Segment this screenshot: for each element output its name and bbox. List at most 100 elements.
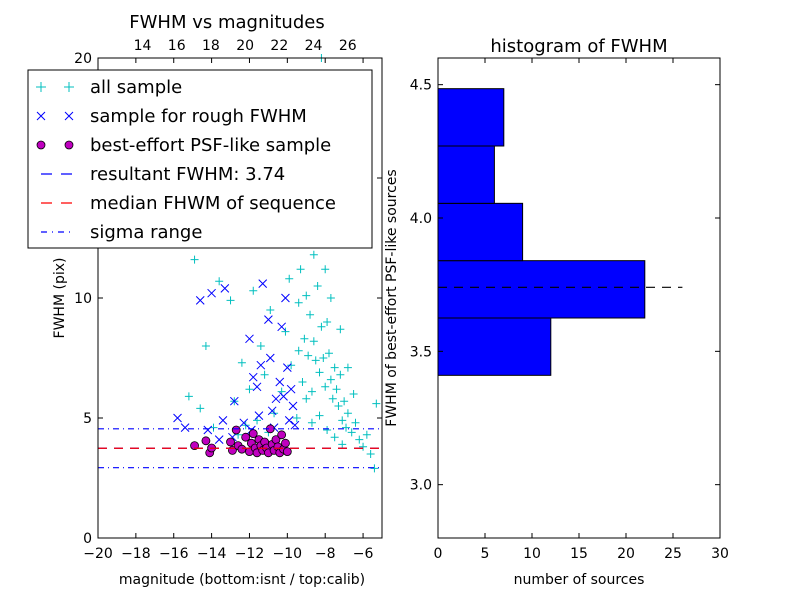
point-rough-fwhm	[275, 377, 285, 387]
point-all-sample	[332, 385, 341, 394]
point-all-sample	[190, 255, 199, 264]
point-rough-fwhm	[279, 392, 288, 401]
point-psf-like	[282, 447, 292, 457]
point-all-sample	[366, 450, 375, 458]
x-tick-label: 30	[711, 546, 729, 562]
point-rough-fwhm	[265, 353, 275, 363]
point-all-sample	[201, 342, 210, 350]
point-all-sample	[260, 370, 269, 379]
point-all-sample	[342, 423, 351, 432]
series-2	[190, 424, 292, 458]
point-rough-fwhm	[277, 322, 287, 332]
point-all-sample	[307, 418, 316, 427]
point-psf-like	[231, 425, 241, 435]
point-all-sample	[245, 385, 254, 394]
point-all-sample	[330, 433, 339, 442]
point-rough-fwhm	[288, 401, 298, 411]
legend-entry-psf-like: best-effort PSF-like sample	[36, 135, 331, 156]
point-psf-like	[201, 436, 211, 446]
point-rough-fwhm	[180, 423, 190, 432]
legend-marker-circle	[64, 140, 74, 150]
point-rough-fwhm	[286, 384, 296, 394]
point-psf-like	[226, 437, 235, 447]
scatter-points	[173, 54, 381, 473]
point-all-sample	[226, 296, 235, 305]
legend-label-all-sample: all sample	[90, 77, 182, 98]
point-all-sample	[370, 464, 379, 473]
scatter-reference-lines	[98, 428, 382, 469]
y-tick-label: 3.0	[410, 478, 432, 494]
point-rough-fwhm	[254, 411, 264, 420]
point-all-sample	[324, 349, 333, 358]
x-tick-label: 10	[523, 546, 541, 562]
histogram-bar	[437, 145, 495, 204]
point-rough-fwhm	[256, 360, 266, 370]
point-all-sample	[336, 370, 345, 379]
y-tick-label: 10	[74, 291, 92, 307]
histogram-title: histogram of FWHM	[490, 36, 667, 57]
legend-label-sigma-range: sigma range	[90, 222, 202, 243]
point-all-sample	[294, 298, 303, 307]
point-all-sample	[340, 397, 349, 406]
point-all-sample	[302, 291, 311, 300]
x-tick-label: 15	[570, 546, 588, 562]
x-tick-label: −16	[159, 546, 189, 562]
x-tick-label: 5	[481, 546, 490, 562]
point-all-sample	[349, 390, 358, 398]
point-all-sample	[196, 404, 205, 413]
point-rough-fwhm	[229, 396, 239, 406]
point-rough-fwhm	[284, 416, 294, 425]
legend-entry-median-fwhm: median FHWM of sequence	[41, 193, 336, 214]
legend-box	[27, 69, 373, 249]
point-all-sample	[313, 282, 322, 290]
point-rough-fwhm	[195, 296, 205, 305]
top-x-tick-label: 14	[134, 38, 152, 54]
x-tick-label: −12	[235, 546, 265, 562]
scatter-top-ticks: 14 16 18 20 22 24 26	[134, 38, 357, 54]
scatter-x-label: magnitude (bottom:isnt / top:calib)	[119, 572, 365, 588]
top-x-tick-label: 24	[305, 38, 323, 54]
point-psf-like	[277, 430, 287, 440]
x-tick-label: 20	[617, 546, 635, 562]
point-all-sample	[287, 361, 296, 370]
y-tick-label: 20	[74, 51, 92, 67]
point-psf-like	[190, 441, 199, 451]
point-all-sample	[321, 382, 330, 391]
point-rough-fwhm	[258, 279, 268, 288]
point-rough-fwhm	[239, 418, 249, 428]
point-rough-fwhm	[271, 394, 281, 404]
series-1	[173, 183, 300, 444]
point-all-sample	[315, 411, 324, 420]
point-rough-fwhm	[282, 363, 292, 372]
scatter-title: FWHM vs magnitudes	[129, 12, 324, 33]
legend-label-median-fwhm: median FHWM of sequence	[90, 193, 336, 214]
histogram-y-ticks: 3.0 3.5 4.0 4.5	[410, 78, 720, 494]
x-tick-label: −14	[197, 546, 227, 562]
point-all-sample	[294, 346, 303, 355]
point-all-sample	[184, 392, 193, 401]
point-all-sample	[362, 430, 371, 439]
point-all-sample	[323, 318, 332, 326]
legend-marker-circle	[36, 140, 46, 150]
point-rough-fwhm	[281, 293, 290, 303]
point-all-sample	[326, 294, 335, 302]
point-all-sample	[281, 327, 290, 336]
point-all-sample	[321, 265, 330, 274]
x-tick-label: −10	[273, 546, 303, 562]
point-all-sample	[319, 354, 328, 362]
x-tick-label: 0	[434, 546, 443, 562]
x-tick-label: −8	[315, 546, 336, 562]
point-all-sample	[323, 426, 332, 434]
point-all-sample	[306, 310, 315, 319]
histogram-y-label: FWHM of best-effort PSF-like sources	[384, 169, 400, 426]
point-all-sample	[307, 387, 316, 396]
point-all-sample	[300, 334, 309, 343]
y-tick-label: 4.0	[410, 211, 432, 227]
point-all-sample	[311, 356, 320, 365]
legend-label-rough-fwhm: sample for rough FWHM	[90, 106, 307, 127]
point-all-sample	[317, 322, 326, 331]
point-psf-like	[248, 429, 258, 439]
point-all-sample	[326, 375, 335, 384]
point-rough-fwhm	[245, 334, 254, 344]
